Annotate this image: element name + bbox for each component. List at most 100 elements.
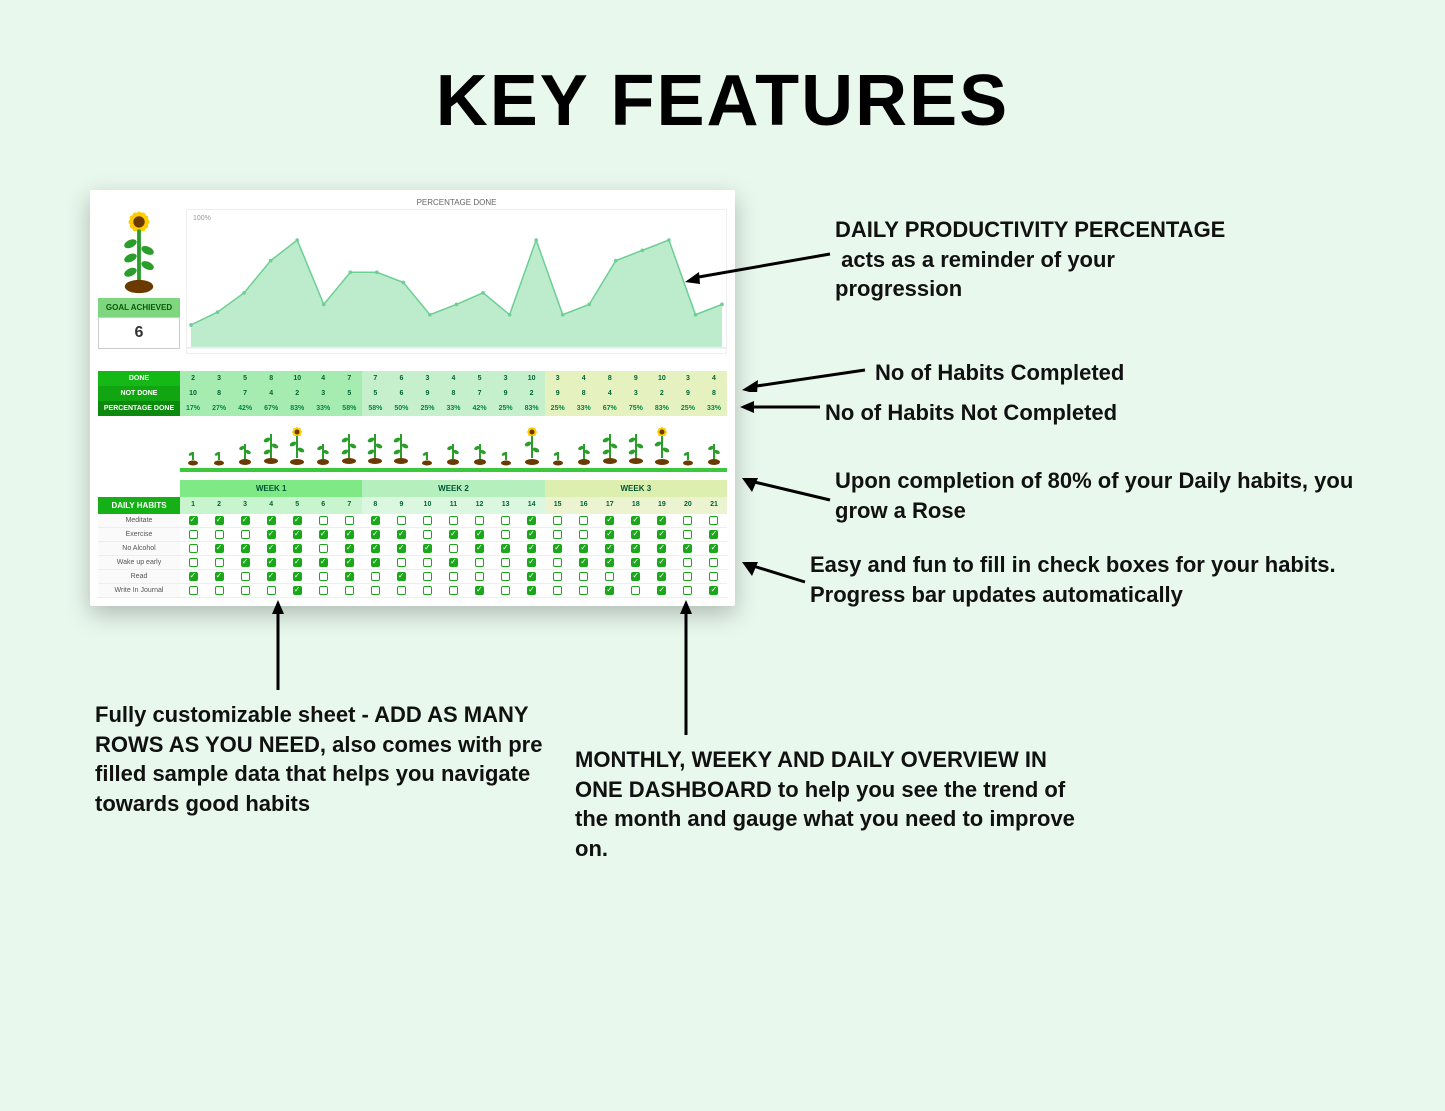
habit-cell[interactable]	[206, 570, 232, 583]
habit-cell[interactable]	[623, 514, 649, 527]
checkbox-icon[interactable]	[475, 516, 484, 525]
checkbox-icon[interactable]	[683, 558, 692, 567]
habit-cell[interactable]	[336, 584, 362, 597]
habit-cell[interactable]	[467, 584, 493, 597]
habit-cell[interactable]	[362, 514, 388, 527]
habit-cell[interactable]	[310, 570, 336, 583]
habit-cell[interactable]	[597, 556, 623, 569]
habit-cell[interactable]	[519, 570, 545, 583]
habit-cell[interactable]	[284, 556, 310, 569]
checkbox-icon[interactable]	[189, 516, 198, 525]
habit-cell[interactable]	[232, 528, 258, 541]
checkbox-icon[interactable]	[267, 586, 276, 595]
habit-cell[interactable]	[519, 514, 545, 527]
habit-cell[interactable]	[597, 584, 623, 597]
checkbox-icon[interactable]	[657, 516, 666, 525]
habit-cell[interactable]	[258, 556, 284, 569]
checkbox-icon[interactable]	[709, 544, 718, 553]
checkbox-icon[interactable]	[527, 558, 536, 567]
checkbox-icon[interactable]	[397, 572, 406, 581]
habit-cell[interactable]	[519, 584, 545, 597]
habit-cell[interactable]	[493, 528, 519, 541]
habit-cell[interactable]	[701, 584, 727, 597]
checkbox-icon[interactable]	[631, 544, 640, 553]
habit-cell[interactable]	[180, 584, 206, 597]
checkbox-icon[interactable]	[371, 572, 380, 581]
checkbox-icon[interactable]	[709, 572, 718, 581]
habit-cell[interactable]	[493, 556, 519, 569]
checkbox-icon[interactable]	[475, 558, 484, 567]
checkbox-icon[interactable]	[189, 586, 198, 595]
checkbox-icon[interactable]	[189, 530, 198, 539]
checkbox-icon[interactable]	[319, 572, 328, 581]
checkbox-icon[interactable]	[423, 586, 432, 595]
habit-cell[interactable]	[571, 570, 597, 583]
habit-cell[interactable]	[545, 528, 571, 541]
habit-cell[interactable]	[310, 584, 336, 597]
checkbox-icon[interactable]	[605, 530, 614, 539]
habit-cell[interactable]	[414, 514, 440, 527]
checkbox-icon[interactable]	[423, 530, 432, 539]
habit-cell[interactable]	[519, 528, 545, 541]
checkbox-icon[interactable]	[423, 544, 432, 553]
habit-cell[interactable]	[597, 542, 623, 555]
checkbox-icon[interactable]	[293, 530, 302, 539]
checkbox-icon[interactable]	[579, 558, 588, 567]
habit-cell[interactable]	[414, 584, 440, 597]
habit-cell[interactable]	[571, 542, 597, 555]
habit-cell[interactable]	[180, 514, 206, 527]
habit-cell[interactable]	[284, 528, 310, 541]
habit-cell[interactable]	[310, 556, 336, 569]
habit-cell[interactable]	[545, 584, 571, 597]
checkbox-icon[interactable]	[579, 544, 588, 553]
habit-cell[interactable]	[493, 542, 519, 555]
habit-cell[interactable]	[284, 542, 310, 555]
habit-cell[interactable]	[597, 570, 623, 583]
habit-cell[interactable]	[206, 528, 232, 541]
habit-cell[interactable]	[206, 584, 232, 597]
checkbox-icon[interactable]	[345, 530, 354, 539]
checkbox-icon[interactable]	[371, 530, 380, 539]
checkbox-icon[interactable]	[683, 586, 692, 595]
checkbox-icon[interactable]	[449, 572, 458, 581]
habit-cell[interactable]	[623, 570, 649, 583]
habit-cell[interactable]	[675, 542, 701, 555]
checkbox-icon[interactable]	[553, 586, 562, 595]
habit-cell[interactable]	[675, 514, 701, 527]
checkbox-icon[interactable]	[215, 516, 224, 525]
habit-cell[interactable]	[519, 556, 545, 569]
habit-cell[interactable]	[675, 570, 701, 583]
habit-cell[interactable]	[440, 556, 466, 569]
habit-cell[interactable]	[623, 584, 649, 597]
checkbox-icon[interactable]	[319, 558, 328, 567]
checkbox-icon[interactable]	[605, 516, 614, 525]
checkbox-icon[interactable]	[215, 586, 224, 595]
habit-cell[interactable]	[701, 556, 727, 569]
checkbox-icon[interactable]	[241, 558, 250, 567]
checkbox-icon[interactable]	[553, 558, 562, 567]
habit-cell[interactable]	[414, 542, 440, 555]
checkbox-icon[interactable]	[501, 558, 510, 567]
checkbox-icon[interactable]	[215, 558, 224, 567]
checkbox-icon[interactable]	[371, 544, 380, 553]
checkbox-icon[interactable]	[267, 572, 276, 581]
habit-cell[interactable]	[649, 528, 675, 541]
habit-cell[interactable]	[336, 570, 362, 583]
habit-cell[interactable]	[597, 528, 623, 541]
habit-cell[interactable]	[180, 542, 206, 555]
checkbox-icon[interactable]	[293, 544, 302, 553]
checkbox-icon[interactable]	[501, 516, 510, 525]
habit-cell[interactable]	[362, 570, 388, 583]
checkbox-icon[interactable]	[553, 516, 562, 525]
habit-cell[interactable]	[545, 556, 571, 569]
habit-cell[interactable]	[701, 528, 727, 541]
habit-cell[interactable]	[623, 542, 649, 555]
habit-cell[interactable]	[414, 528, 440, 541]
habit-cell[interactable]	[545, 542, 571, 555]
checkbox-icon[interactable]	[579, 586, 588, 595]
habit-cell[interactable]	[545, 514, 571, 527]
habit-cell[interactable]	[440, 570, 466, 583]
habit-cell[interactable]	[440, 514, 466, 527]
habit-cell[interactable]	[258, 542, 284, 555]
habit-cell[interactable]	[467, 514, 493, 527]
